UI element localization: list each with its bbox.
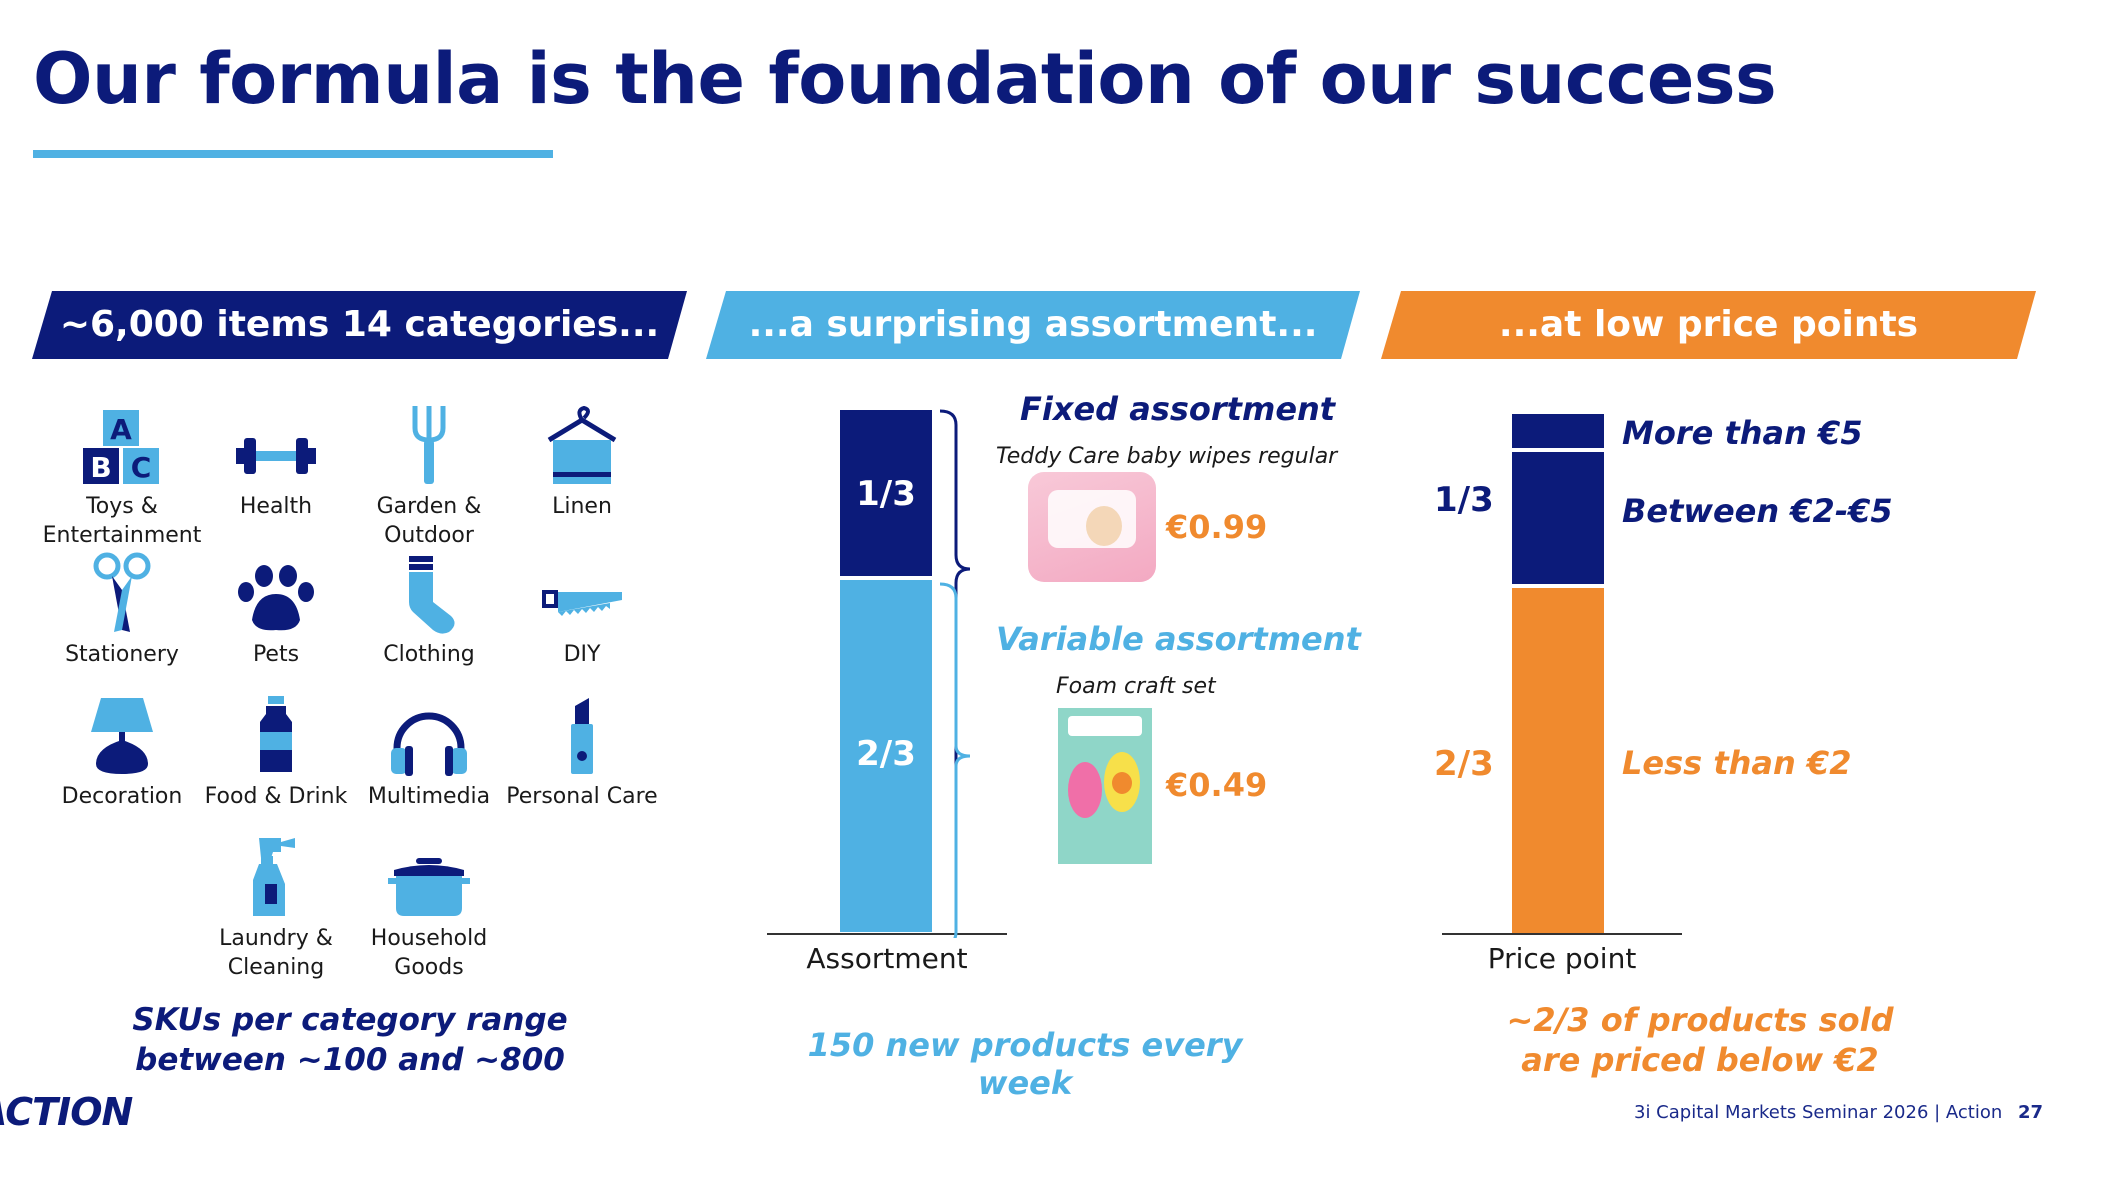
banner-shape (1381, 291, 2036, 359)
banner-price-points: ...at low price points (1381, 291, 2036, 359)
banner-categories-text: ~6,000 items 14 categories... (59, 304, 660, 345)
category-label: Multimedia (367, 784, 491, 809)
dumbbell-icon (196, 400, 356, 486)
saw-icon (502, 548, 662, 634)
category-label: Clothing (383, 642, 475, 667)
category-pets: Pets (196, 548, 356, 669)
baby-wipes-product-image (1028, 472, 1156, 582)
svg-text:A: A (110, 413, 132, 446)
category-label: Linen (552, 494, 612, 519)
category-label: Toys & Entertainment (42, 494, 202, 548)
price-caption: ~2/3 of products sold are priced below €… (1420, 1000, 1980, 1080)
variable-assortment-title: Variable assortment (996, 620, 1361, 658)
foam-craft-set-product-image (1058, 708, 1152, 864)
variable-product-price: €0.49 (1166, 766, 1268, 804)
variable-brace (939, 582, 971, 938)
scissors-icon (42, 548, 202, 634)
action-logo: ACTION (0, 1090, 133, 1134)
price-bar-more-than-5 (1512, 414, 1604, 448)
page-number: 27 (2018, 1102, 2044, 1123)
category-multimedia: Multimedia (349, 690, 509, 811)
sock-icon (349, 548, 509, 634)
new-products-caption: 150 new products every week (807, 1026, 1243, 1102)
banner-assortment-text: ...a surprising assortment... (748, 304, 1318, 345)
cooking-pot-icon (349, 832, 509, 918)
fixed-brace (939, 409, 971, 771)
category-label: Laundry & Cleaning (219, 926, 333, 980)
category-health: Health (196, 400, 356, 521)
banner-shape (706, 291, 1360, 359)
svg-text:C: C (131, 451, 152, 484)
price-segment-label-low: Less than €2 (1622, 744, 1852, 782)
price-bottom-share-label: 2/3 (1434, 744, 1494, 784)
category-laundry-cleaning: Laundry & Cleaning (196, 832, 356, 982)
lipstick-icon (502, 690, 662, 776)
category-toys-entertainment: A B C Toys & Entertainment (42, 400, 202, 550)
category-personal-care: Personal Care (502, 690, 662, 811)
category-linen: Linen (502, 400, 662, 521)
category-label: Pets (252, 642, 300, 667)
category-label: Food & Drink (204, 784, 348, 809)
category-garden-outdoor: Garden & Outdoor (349, 400, 509, 550)
category-decoration: Decoration (42, 690, 202, 811)
svg-text:B: B (90, 451, 111, 484)
banner-categories: ~6,000 items 14 categories... (32, 291, 687, 359)
price-bar-less-than-2 (1512, 588, 1604, 934)
price-top-share-label: 1/3 (1434, 480, 1494, 520)
caption-line: are priced below €2 (1521, 1041, 1879, 1079)
assortment-fixed-bar (840, 410, 932, 576)
bottle-icon (196, 690, 356, 776)
caption-line: between ~100 and ~800 (135, 1042, 565, 1078)
banner-shape (32, 291, 687, 359)
price-segment-label-mid: Between €2-€5 (1622, 492, 1893, 530)
assortment-braces (939, 409, 971, 938)
category-range-caption: SKUs per category range between ~100 and… (80, 1000, 620, 1080)
towel-hanger-icon (502, 400, 662, 486)
category-stationery: Stationery (42, 548, 202, 669)
banner-assortment: ...a surprising assortment... (706, 291, 1360, 359)
assortment-axis-line (767, 933, 1007, 935)
price-axis-line (1442, 933, 1682, 935)
assortment-variable-bar (840, 580, 932, 932)
assortment-top-label: 1/3 (856, 474, 916, 514)
fixed-assortment-title: Fixed assortment (1020, 390, 1336, 428)
headphones-icon (349, 690, 509, 776)
category-diy: DIY (502, 548, 662, 669)
price-axis-label: Price point (1487, 942, 1637, 975)
banner-price-points-text: ...at low price points (1498, 304, 1919, 345)
caption-line: ~2/3 of products sold (1506, 1001, 1894, 1039)
abc-blocks-icon: A B C (42, 400, 202, 486)
fork-icon (349, 400, 509, 486)
category-food-drink: Food & Drink (196, 690, 356, 811)
category-label: Personal Care (506, 784, 658, 809)
category-label: Health (239, 494, 313, 519)
category-label: Household Goods (370, 926, 488, 980)
assortment-bottom-label: 2/3 (856, 734, 916, 774)
paw-icon (196, 548, 356, 634)
price-bar-between-2-5 (1512, 452, 1604, 584)
fixed-product-name: Teddy Care baby wipes regular (996, 444, 1338, 469)
page-title: Our formula is the foundation of our suc… (33, 38, 1777, 120)
category-label: Stationery (65, 642, 179, 667)
category-label: Garden & Outdoor (376, 494, 482, 548)
assortment-axis-label: Assortment (806, 942, 968, 975)
title-underline (33, 150, 553, 158)
price-segment-label-high: More than €5 (1622, 414, 1863, 452)
category-clothing: Clothing (349, 548, 509, 669)
caption-line: SKUs per category range (132, 1002, 568, 1038)
category-household-goods: Household Goods (349, 832, 509, 982)
footer-text: 3i Capital Markets Seminar 2026 | Action (1634, 1102, 2003, 1123)
fixed-product-price: €0.99 (1166, 508, 1268, 546)
category-label: Decoration (61, 784, 183, 809)
spray-bottle-icon (196, 832, 356, 918)
variable-product-name: Foam craft set (1056, 674, 1216, 699)
lamp-icon (42, 690, 202, 776)
category-label: DIY (563, 642, 601, 667)
